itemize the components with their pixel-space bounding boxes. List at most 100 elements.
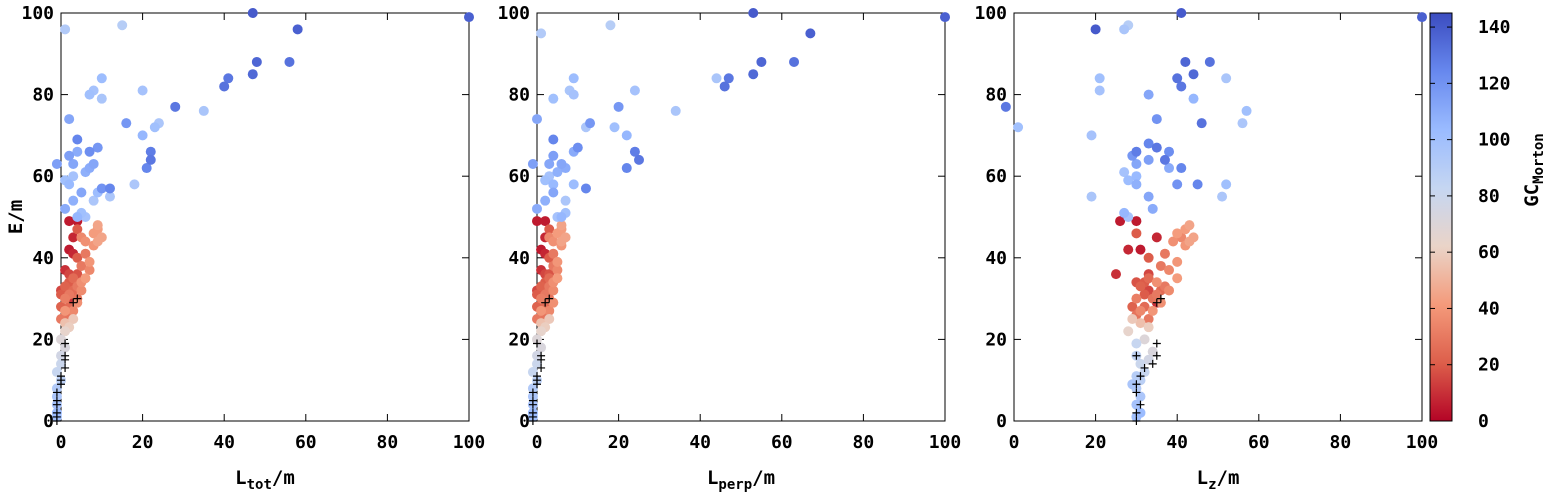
cross-marker xyxy=(1132,351,1141,360)
scatter-point xyxy=(1131,338,1142,349)
scatter-point xyxy=(72,212,83,222)
scatter-point xyxy=(572,142,583,153)
x-tick-label: 80 xyxy=(1330,432,1352,453)
scatter-point xyxy=(1188,93,1199,104)
scatter-point xyxy=(56,358,66,369)
scatter-point xyxy=(548,297,559,308)
scatter-point xyxy=(76,285,87,296)
x-axis-label-sub: perp xyxy=(718,477,752,493)
scatter-point xyxy=(198,105,209,116)
cross-marker xyxy=(1152,298,1161,307)
scatter-point xyxy=(1127,379,1138,390)
scatter-point xyxy=(789,56,800,67)
scatter-point xyxy=(1143,314,1154,324)
scatter-point xyxy=(1221,179,1232,190)
scatter-point xyxy=(96,93,107,104)
scatter-point xyxy=(88,195,99,206)
scatter-point xyxy=(64,114,75,125)
scatter-point xyxy=(629,85,640,96)
scatter-point xyxy=(149,122,160,133)
scatter-point xyxy=(76,260,87,271)
scatter-point xyxy=(72,252,83,263)
cross-marker xyxy=(1132,408,1141,417)
x-tick-label: 100 xyxy=(453,432,486,453)
scatter-point xyxy=(621,163,632,174)
scatter-point xyxy=(72,224,83,235)
scatter-point xyxy=(1143,89,1154,100)
scatter-point xyxy=(527,367,538,378)
scatter-point xyxy=(552,167,563,178)
scatter-point xyxy=(68,305,79,316)
scatter-point xyxy=(580,183,591,194)
scatter-point xyxy=(1094,73,1105,84)
cross-marker xyxy=(1140,363,1149,372)
scatter-point xyxy=(540,216,551,227)
scatter-point xyxy=(1172,228,1183,239)
scatter-point xyxy=(536,28,547,39)
scatter-point xyxy=(64,216,75,227)
scatter-point xyxy=(137,130,148,141)
x-tick-labels: 0 20 40 60 80 100 xyxy=(532,432,962,453)
cross-marker xyxy=(528,388,537,397)
scatter-point xyxy=(1176,8,1187,18)
cross-marker xyxy=(545,294,554,303)
scatter-point xyxy=(548,150,559,161)
y-tick-label: 100 xyxy=(974,3,1007,24)
y-tick-label: 0 xyxy=(996,411,1007,432)
scatter-point xyxy=(556,158,567,169)
x-axis-label-sub: z xyxy=(1208,477,1216,493)
scatter-point xyxy=(1119,167,1130,178)
scatter-point xyxy=(1131,216,1142,227)
scatter-point xyxy=(68,232,79,243)
scatter-point xyxy=(1131,399,1142,410)
scatter-point xyxy=(1188,232,1199,243)
scatter-point xyxy=(80,236,91,247)
scatter-point xyxy=(1417,12,1427,23)
cross-marker xyxy=(537,363,546,372)
cross-marker xyxy=(73,294,82,303)
scatter-point xyxy=(548,285,559,296)
x-tick-label: 100 xyxy=(929,432,962,453)
scatter-point xyxy=(1135,318,1146,329)
scatter-point xyxy=(1164,163,1175,174)
scatter-point xyxy=(1131,228,1142,239)
scatter-point xyxy=(60,24,71,35)
plot-frame xyxy=(60,12,470,422)
x-axis-label-main: L xyxy=(707,467,718,489)
scatter-point xyxy=(552,256,563,267)
scatter-point xyxy=(1147,346,1158,357)
scatter-point xyxy=(609,122,620,133)
scatter-point xyxy=(1123,175,1134,186)
scatter-point xyxy=(756,56,767,67)
cross-marker xyxy=(541,298,550,307)
scatter-point xyxy=(84,265,95,276)
cross-marker xyxy=(61,339,70,348)
scatter-point xyxy=(76,187,87,198)
scatter-point xyxy=(634,154,644,165)
cross-marker xyxy=(1132,417,1141,425)
scatter-point xyxy=(464,12,474,23)
scatter-point xyxy=(247,69,258,80)
scatter-point xyxy=(1151,142,1162,153)
scatter-point xyxy=(548,179,559,190)
cross-marker xyxy=(52,408,61,417)
scatter-point xyxy=(527,391,538,402)
y-tick-label: 60 xyxy=(985,166,1007,187)
scatter-point xyxy=(1151,114,1162,125)
scatter-point xyxy=(532,203,542,214)
scatter-point xyxy=(605,20,616,31)
colorbar-tick-label: 20 xyxy=(1478,355,1500,376)
x-tick-label: 40 xyxy=(1166,432,1188,453)
scatter-point xyxy=(536,305,547,316)
colorbar-ticks: 0 20 40 60 80 100 120 140 xyxy=(1430,17,1511,432)
scatter-point xyxy=(1143,252,1154,263)
scatter-point xyxy=(536,293,547,304)
scatter-point xyxy=(1151,232,1162,243)
scatter-point xyxy=(1086,191,1097,202)
scatter-point xyxy=(121,118,132,129)
scatter-point xyxy=(805,28,816,39)
scatter-points xyxy=(51,8,474,422)
scatter-point xyxy=(532,358,542,369)
x-tick-label: 60 xyxy=(295,432,317,453)
